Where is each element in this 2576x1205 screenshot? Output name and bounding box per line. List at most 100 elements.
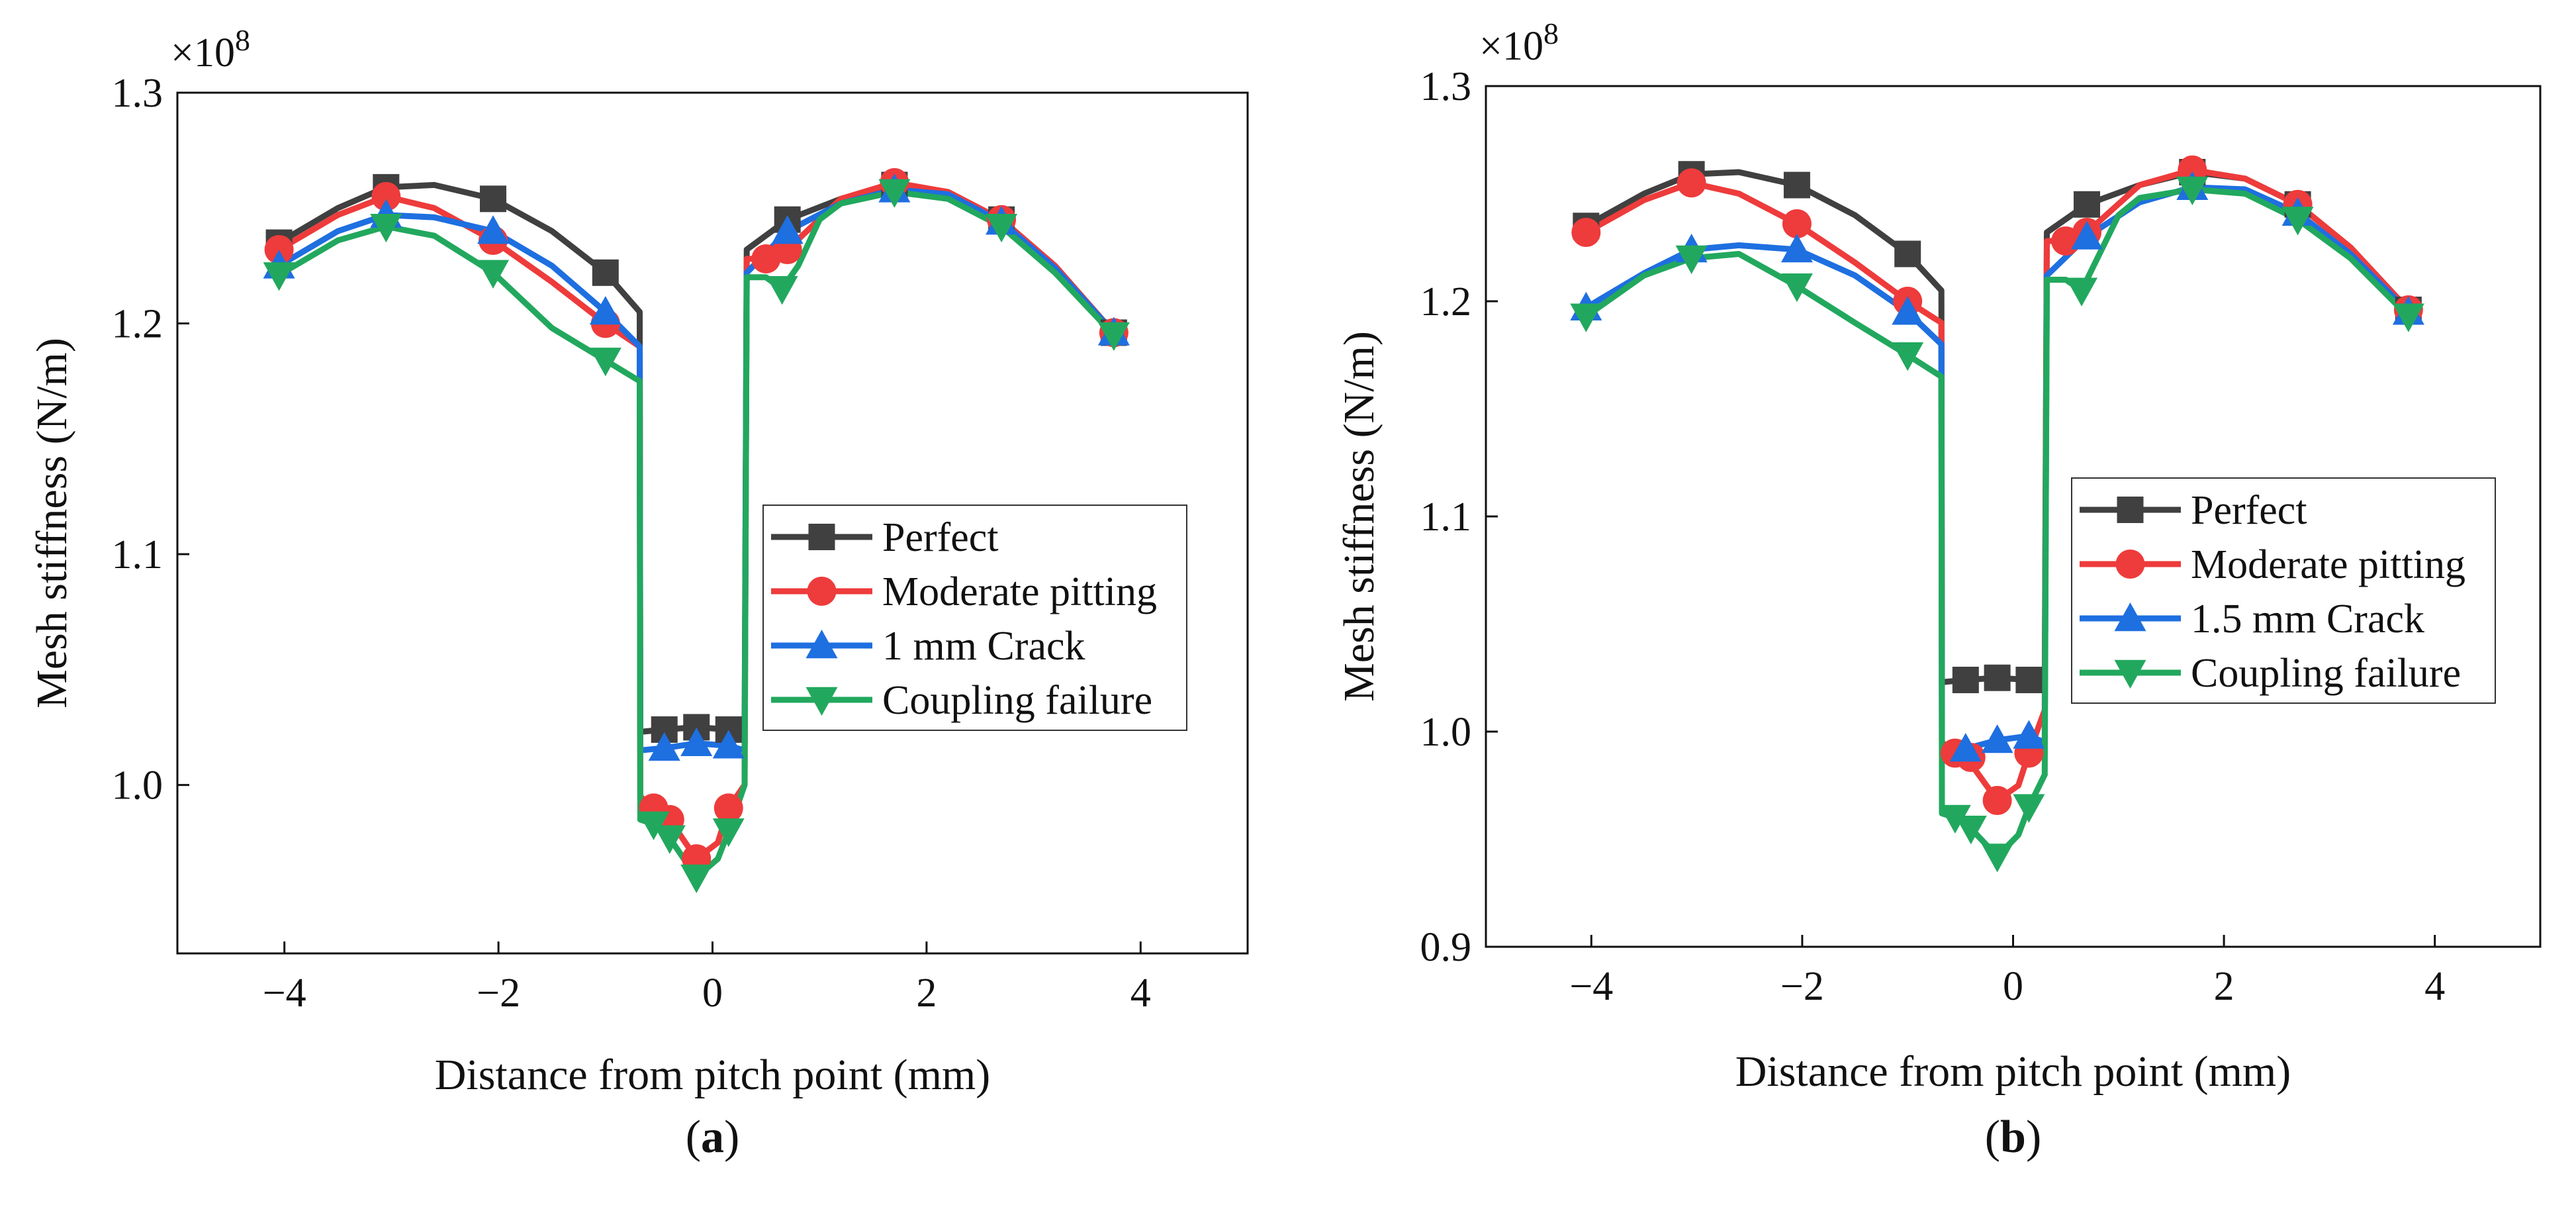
axis-multiplier: ×108 <box>1479 17 1559 69</box>
y-tick-label: 1.1 <box>112 532 163 577</box>
legend-swatch-marker <box>2115 550 2145 579</box>
data-point-marker <box>264 234 294 264</box>
legend-entry-label: 1 mm Crack <box>882 624 1085 669</box>
legend-entry-label: Coupling failure <box>2191 651 2461 696</box>
data-point-marker <box>477 215 510 244</box>
data-point-marker <box>2176 176 2209 205</box>
data-point-marker <box>1955 816 1987 845</box>
y-axis-title: Mesh stiffness (N/m) <box>1335 331 1383 702</box>
data-point-marker <box>263 262 295 291</box>
data-point-marker <box>1949 733 1982 762</box>
data-point-marker <box>2281 207 2314 236</box>
legend-swatch-marker <box>2117 497 2144 523</box>
data-point-marker <box>637 811 670 840</box>
data-point-marker <box>477 260 510 289</box>
data-point-marker <box>589 296 621 325</box>
y-tick-label: 1.3 <box>112 71 163 116</box>
legend-swatch-marker <box>808 524 835 550</box>
x-tick-label: −4 <box>263 971 306 1016</box>
data-point-marker <box>1780 234 1813 263</box>
panel-label: (b) <box>1985 1112 2042 1163</box>
legend-entry-label: Perfect <box>882 515 999 560</box>
data-point-marker <box>1982 786 2012 815</box>
data-point-marker <box>370 213 402 243</box>
x-tick-label: 4 <box>1130 971 1151 1016</box>
y-tick-label: 1.0 <box>112 763 163 808</box>
y-tick-label: 1.2 <box>112 302 163 347</box>
data-point-marker <box>592 259 619 286</box>
legend-entry-label: Moderate pitting <box>2191 542 2465 587</box>
legend-entry-label: Coupling failure <box>882 678 1152 723</box>
data-point-marker <box>986 213 1018 243</box>
x-axis-title: Distance from pitch point (mm) <box>1735 1047 2291 1096</box>
data-point-marker <box>1675 245 1708 274</box>
data-point-marker <box>1939 804 1971 834</box>
data-point-marker <box>680 864 713 893</box>
data-point-marker <box>480 185 507 213</box>
data-point-marker <box>1892 342 1924 371</box>
x-tick-label: 2 <box>916 971 937 1016</box>
data-point-marker <box>648 732 680 761</box>
legend-entry-label: 1.5 mm Crack <box>2191 597 2424 642</box>
panel-letter: a <box>701 1112 724 1163</box>
legend-entry-label: Perfect <box>2191 488 2307 533</box>
panel-label: (a) <box>686 1112 740 1163</box>
y-tick-label: 1.1 <box>1420 495 1472 540</box>
legend-swatch-marker <box>807 577 837 606</box>
x-tick-label: 0 <box>2003 964 2023 1009</box>
data-point-marker <box>371 181 401 211</box>
data-point-marker <box>1952 667 1979 693</box>
data-point-marker <box>680 727 713 757</box>
data-point-marker <box>2015 667 2043 693</box>
data-point-marker <box>713 793 743 823</box>
x-tick-label: −4 <box>1569 964 1613 1009</box>
data-point-marker <box>771 215 804 244</box>
x-tick-label: −2 <box>1780 964 1824 1009</box>
legend-swatch-marker <box>2114 659 2146 689</box>
axis-multiplier: ×108 <box>171 23 250 75</box>
y-tick-label: 1.3 <box>1420 64 1472 109</box>
y-tick-label: 1.0 <box>1420 710 1472 755</box>
data-point-marker <box>2392 303 2424 332</box>
data-point-marker <box>1981 844 2013 873</box>
x-axis-title: Distance from pitch point (mm) <box>435 1051 990 1099</box>
series-group <box>263 168 1130 893</box>
x-tick-label: 2 <box>2214 964 2234 1009</box>
series-group <box>1570 155 2424 873</box>
x-tick-label: 0 <box>702 971 723 1016</box>
data-point-marker <box>589 348 621 377</box>
y-tick-label: 0.9 <box>1420 925 1472 970</box>
data-point-marker <box>1981 724 2013 753</box>
data-point-marker <box>653 825 686 854</box>
data-point-marker <box>1892 296 1924 325</box>
data-point-marker <box>1097 322 1130 351</box>
data-point-marker <box>1780 273 1813 303</box>
data-point-marker <box>2013 720 2045 749</box>
legend-swatch-marker <box>805 630 838 659</box>
data-point-marker <box>712 730 745 759</box>
legend-swatch-marker <box>805 687 838 716</box>
data-point-marker <box>2013 794 2045 823</box>
data-point-marker <box>766 276 798 305</box>
x-tick-label: 4 <box>2424 964 2445 1009</box>
data-point-marker <box>1677 168 1706 198</box>
data-point-marker <box>878 179 911 208</box>
y-tick-label: 1.2 <box>1420 279 1472 324</box>
data-point-marker <box>1782 209 1812 238</box>
chart-panel-b: −4 −2 0 2 4 0.9 1.0 1.1 1.2 1.3 Distance from pitc… <box>1335 17 2542 1163</box>
legend-entry-label: Moderate pitting <box>882 569 1157 614</box>
data-point-marker <box>2071 220 2103 250</box>
data-point-marker <box>1570 303 1602 332</box>
panel-letter: b <box>2000 1112 2026 1163</box>
data-point-marker <box>712 818 745 847</box>
data-point-marker <box>1783 171 1810 199</box>
data-point-marker <box>2074 191 2101 218</box>
chart-panel-a: −4 −2 0 2 4 1.0 1.1 1.2 1.3 Distance from pitch p… <box>28 23 1249 1163</box>
data-point-marker <box>1894 240 1921 267</box>
legend: Perfect Moderate pitting 1 mm Crack Couplin… <box>762 505 1187 731</box>
x-tick-label: −2 <box>477 971 520 1016</box>
data-point-marker <box>1984 664 2011 691</box>
legend: Perfect Moderate pitting 1.5 mm Crack Coupl… <box>2071 477 2496 704</box>
legend-swatch-marker <box>2114 602 2146 632</box>
